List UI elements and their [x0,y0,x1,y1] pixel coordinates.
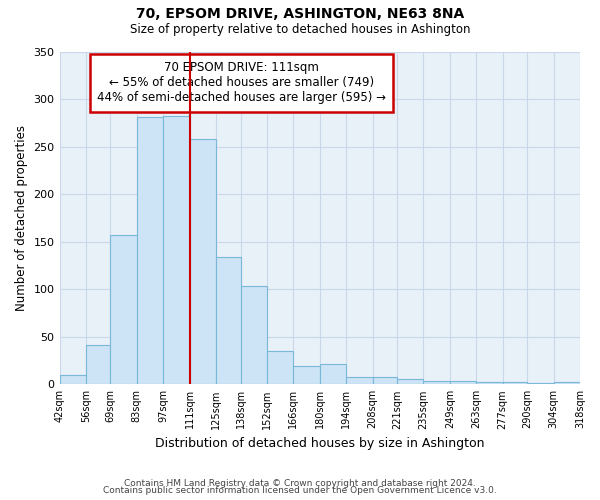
Bar [216,257,241,384]
Y-axis label: Number of detached properties: Number of detached properties [15,125,28,311]
Bar [59,375,86,384]
Bar [163,116,190,384]
Bar [267,351,293,384]
Bar [503,382,527,384]
Bar [293,366,320,384]
X-axis label: Distribution of detached houses by size in Ashington: Distribution of detached houses by size … [155,437,485,450]
Bar [373,376,397,384]
Bar [450,380,476,384]
Bar [424,380,450,384]
Bar [137,117,163,384]
Text: Contains public sector information licensed under the Open Government Licence v3: Contains public sector information licen… [103,486,497,495]
Bar [320,364,346,384]
Bar [397,378,424,384]
Text: Contains HM Land Registry data © Crown copyright and database right 2024.: Contains HM Land Registry data © Crown c… [124,478,476,488]
Text: Size of property relative to detached houses in Ashington: Size of property relative to detached ho… [130,22,470,36]
Bar [554,382,580,384]
Bar [86,346,110,385]
Text: 70, EPSOM DRIVE, ASHINGTON, NE63 8NA: 70, EPSOM DRIVE, ASHINGTON, NE63 8NA [136,8,464,22]
Bar [190,139,216,384]
Bar [346,376,373,384]
Bar [110,235,137,384]
Bar [476,382,503,384]
Bar [241,286,267,384]
Text: 70 EPSOM DRIVE: 111sqm
← 55% of detached houses are smaller (749)
44% of semi-de: 70 EPSOM DRIVE: 111sqm ← 55% of detached… [97,62,386,104]
